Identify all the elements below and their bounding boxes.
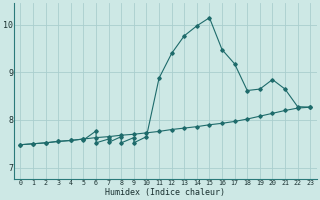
X-axis label: Humidex (Indice chaleur): Humidex (Indice chaleur) [105,188,225,197]
